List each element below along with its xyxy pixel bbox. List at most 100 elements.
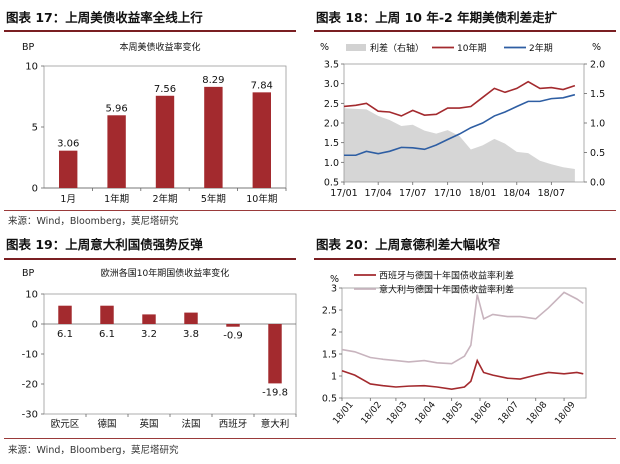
category-label: 法国	[181, 418, 200, 430]
y-right-tick-label: 2.0	[590, 60, 605, 71]
chart19-ylabel: BP	[22, 268, 35, 279]
x-tick-label: 18/01	[469, 188, 496, 199]
y-tick-label: -30	[22, 410, 38, 421]
y-tick-label: -20	[22, 380, 38, 391]
bar-value-label: 7.56	[154, 84, 176, 95]
bar-value-label: 3.8	[183, 329, 199, 340]
panel-title-17: 图表 17：上周美债收益率全线上行	[6, 10, 203, 25]
category-label: 意大利	[261, 418, 290, 430]
bar	[100, 305, 114, 324]
bar-value-label: 5.96	[105, 103, 127, 114]
series-line	[343, 80, 576, 117]
bar	[226, 324, 240, 327]
source-rule-bottom	[4, 438, 616, 439]
bar	[155, 95, 175, 188]
y-left-tick-label: 1.5	[324, 138, 339, 149]
bar-value-label: -19.8	[262, 387, 288, 398]
y-right-tick-label: 0.5	[590, 148, 605, 159]
bar-value-label: -0.9	[223, 331, 243, 342]
x-tick-label: 17/07	[399, 188, 426, 199]
y-left-tick-label: 1.0	[324, 158, 339, 169]
y-left-tick-label: 0.5	[324, 178, 339, 189]
y-tick-label: 0	[32, 320, 38, 331]
bar	[59, 150, 78, 188]
bar-value-label: 6.1	[57, 329, 73, 340]
x-tick-label: 18/04	[414, 400, 439, 427]
category-label: 西班牙	[219, 418, 248, 430]
x-tick-label: 18/06	[469, 400, 494, 427]
bar-value-label: 7.84	[251, 80, 273, 91]
legend-label-10y: 10年期	[457, 42, 486, 54]
y-tick-label: 5	[32, 123, 38, 134]
bar	[252, 92, 271, 188]
plot-frame	[341, 287, 587, 399]
y-tick-label: 1	[331, 372, 337, 383]
series-line	[344, 93, 576, 157]
series-line	[341, 291, 584, 365]
source-rule-top	[4, 210, 616, 211]
bar	[204, 86, 223, 188]
bar	[107, 115, 126, 188]
legend-label-2y: 2年期	[529, 42, 553, 54]
chart17-title: 本周美债收益率变化	[119, 41, 200, 53]
category-label: 德国	[97, 418, 116, 430]
chart-us-treasury-change: BP 本周美债收益率变化 0 5 10 3.06 1月 5.96 1年期 7.56 2年期 8.2…	[22, 41, 287, 205]
y-right-tick-label: 1.0	[590, 119, 605, 130]
plot-frame	[43, 293, 297, 415]
panel-title-18: 图表 18：上周 10 年-2 年期美债利差走扩	[316, 10, 558, 25]
legend-swatch-spread	[346, 44, 366, 51]
y-left-tick-label: 2.0	[324, 119, 339, 130]
legend-label-spread: 利差（右轴）	[370, 42, 424, 54]
panel-title-19: 图表 19：上周意大利国债强势反弹	[6, 237, 203, 252]
y-tick-label: 0	[32, 184, 38, 195]
source-note-top: 来源：Wind，Bloomberg，莫尼塔研究	[8, 216, 179, 227]
bar	[184, 312, 198, 324]
x-tick-label: 17/04	[364, 188, 391, 199]
bar-value-label: 3.2	[141, 329, 157, 340]
y-tick-label: 1.5	[322, 350, 337, 361]
chart17-ylabel: BP	[22, 42, 35, 53]
category-label: 1年期	[104, 193, 129, 205]
y-tick-label: -10	[22, 350, 38, 361]
y-tick-label: 2	[331, 328, 337, 339]
category-label: 5年期	[201, 193, 226, 205]
y-left-tick-label: 3.0	[324, 79, 339, 90]
y-right-tick-label: 0.0	[590, 178, 605, 189]
chart18-left-unit: %	[320, 42, 329, 53]
title-rule-19	[4, 258, 296, 260]
y-tick-label: 3	[331, 284, 337, 295]
x-tick-label: 18/04	[503, 188, 530, 199]
series-line	[341, 358, 584, 391]
x-tick-label: 17/10	[434, 188, 461, 199]
chart-us-10y-2y-spread: % % 0.5 1.0 1.5 2.0 2.5 3.0 3.5 0.0 0.5 1.0 1.5 2.0…	[320, 42, 605, 199]
x-tick-label: 18/08	[525, 400, 550, 427]
x-tick-label: 18/02	[360, 400, 384, 426]
category-label: 10年期	[246, 193, 277, 205]
y-tick-label: 0.5	[322, 394, 337, 405]
category-label: 欧元区	[51, 418, 80, 430]
bar	[268, 324, 282, 384]
y-tick-label: 2.5	[322, 306, 337, 317]
x-tick-label: 17/01	[330, 188, 357, 199]
legend-label-spain: 西班牙与德国十年国债收益率利差	[379, 270, 514, 282]
legend-label-italy: 意大利与德国十年国债收益率利差	[379, 284, 514, 296]
chart19-title: 欧洲各国10年期国债收益率变化	[101, 267, 229, 279]
chart20-ylabel: %	[330, 274, 339, 285]
source-note-bottom: 来源：Wind，Bloomberg，莫尼塔研究	[8, 445, 179, 456]
bar-value-label: 8.29	[202, 75, 224, 86]
chart-europe-10y-change: BP 欧洲各国10年期国债收益率变化 -30 -20 -10 0 10 6.1 欧元区 6.1…	[22, 267, 297, 430]
category-label: 1月	[60, 194, 76, 205]
chart18-right-unit: %	[592, 42, 601, 53]
category-label: 英国	[139, 418, 158, 430]
y-right-tick-label: 1.5	[590, 89, 605, 100]
x-tick-label: 18/03	[385, 400, 409, 426]
series-spread-area	[344, 108, 575, 182]
x-tick-label: 18/07	[497, 400, 521, 426]
bar	[142, 314, 156, 324]
y-left-tick-label: 3.5	[324, 60, 339, 71]
bar-value-label: 6.1	[99, 329, 115, 340]
x-tick-label: 18/09	[553, 400, 578, 427]
y-left-tick-label: 2.5	[324, 99, 339, 110]
category-label: 2年期	[152, 193, 177, 205]
